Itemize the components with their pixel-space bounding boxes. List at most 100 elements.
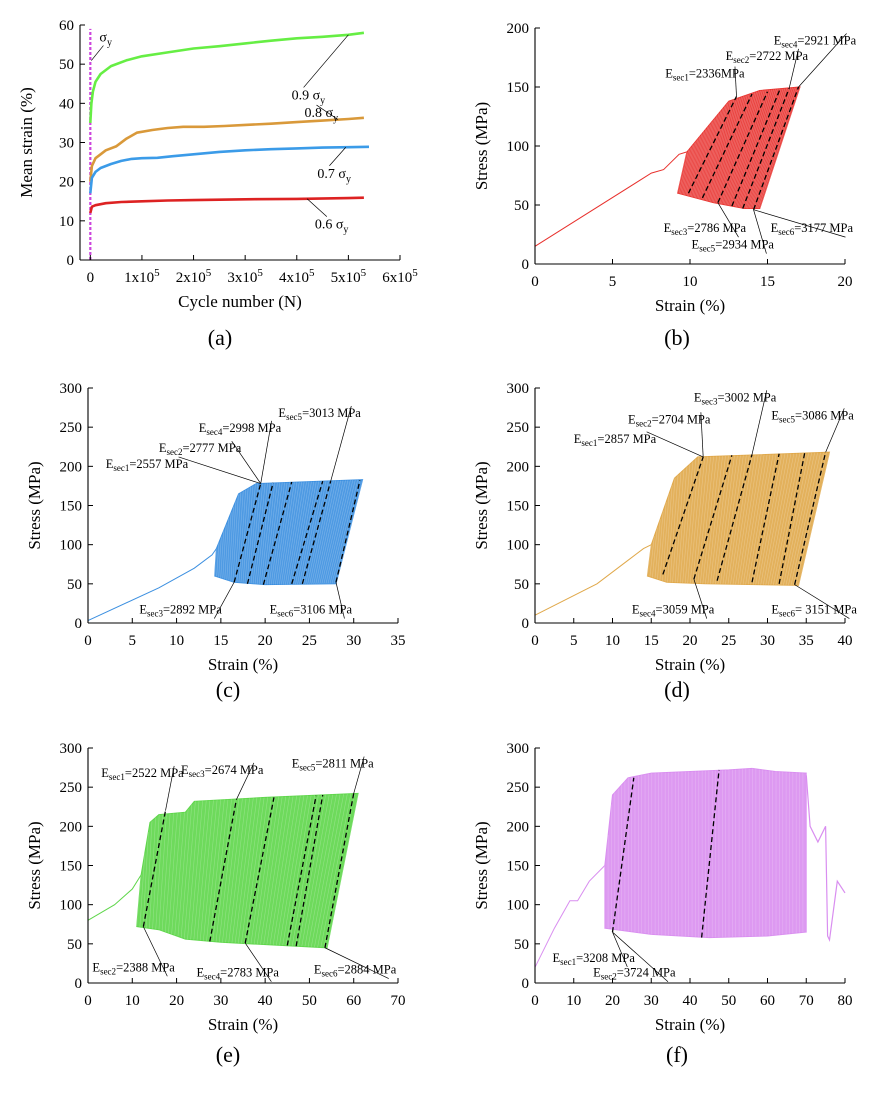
loop-line bbox=[215, 799, 232, 942]
modulus-annotation: Esec2=3724 MPa bbox=[593, 966, 676, 982]
loop-line bbox=[795, 452, 827, 586]
y-tick-label: 150 bbox=[507, 859, 530, 875]
loop-line bbox=[729, 90, 759, 206]
loop-line bbox=[680, 147, 691, 194]
y-tick-label: 200 bbox=[507, 21, 530, 37]
loop-line bbox=[678, 149, 690, 194]
loop-line bbox=[295, 481, 315, 585]
hysteresis-band bbox=[136, 792, 359, 949]
loop-line bbox=[264, 482, 278, 585]
modulus-annotation: Esec3=2892 MPa bbox=[139, 603, 222, 619]
x-tick-label: 30 bbox=[644, 993, 659, 1009]
y-tick-label: 0 bbox=[67, 253, 75, 269]
secant-modulus-line bbox=[778, 452, 806, 584]
loop-line bbox=[199, 800, 214, 941]
loop-line bbox=[751, 87, 790, 209]
loop-line bbox=[325, 480, 351, 585]
x-tick-label: 0 bbox=[531, 274, 539, 290]
loop-line bbox=[206, 799, 222, 942]
x-axis-title: Strain (%) bbox=[655, 296, 725, 315]
loop-line bbox=[714, 97, 739, 203]
loop-line bbox=[737, 89, 771, 208]
annotation-leader bbox=[788, 48, 799, 89]
x-tick-label: 1x105 bbox=[124, 267, 160, 286]
loop-line bbox=[209, 799, 225, 942]
x-tick-label: 50 bbox=[721, 993, 736, 1009]
annotation-leader bbox=[798, 33, 847, 88]
x-axis-title: Strain (%) bbox=[208, 1015, 278, 1034]
loop-line bbox=[652, 527, 658, 578]
loop-line bbox=[744, 88, 780, 209]
loading-ramp bbox=[87, 548, 217, 622]
loop-line bbox=[228, 506, 234, 581]
y-tick-label: 30 bbox=[59, 136, 74, 152]
x-tick-label: 3x105 bbox=[227, 267, 263, 286]
loop-line bbox=[236, 491, 244, 583]
x-tick-label: 70 bbox=[799, 993, 814, 1009]
series-leader bbox=[303, 34, 349, 88]
x-axis-title: Strain (%) bbox=[208, 655, 278, 674]
loop-line bbox=[272, 795, 297, 946]
series-label: 0.9 σy bbox=[292, 88, 326, 106]
loop-line bbox=[279, 795, 305, 946]
y-tick-label: 300 bbox=[60, 741, 83, 757]
loop-line bbox=[657, 510, 664, 580]
secant-modulus-line bbox=[742, 87, 790, 209]
loop-line bbox=[307, 794, 337, 947]
loop-line bbox=[164, 813, 174, 933]
loop-line bbox=[222, 798, 240, 943]
loop-line bbox=[321, 480, 346, 585]
loop-line bbox=[317, 793, 348, 948]
loop-line bbox=[214, 548, 217, 577]
x-tick-label: 25 bbox=[302, 633, 317, 649]
y-tick-label: 60 bbox=[59, 18, 74, 34]
x-tick-label: 0 bbox=[84, 993, 92, 1009]
x-tick-label: 0 bbox=[531, 993, 539, 1009]
x-tick-label: 40 bbox=[258, 993, 273, 1009]
loop-line bbox=[295, 794, 323, 947]
loop-line bbox=[672, 472, 682, 583]
y-tick-label: 50 bbox=[514, 198, 529, 214]
secant-modulus-line bbox=[717, 91, 769, 203]
y-tick-label: 0 bbox=[75, 976, 83, 992]
secant-modulus-line bbox=[701, 93, 753, 199]
x-tick-label: 15 bbox=[760, 274, 775, 290]
loop-line bbox=[158, 813, 167, 930]
loop-line bbox=[740, 454, 762, 585]
loading-ramp bbox=[87, 874, 142, 921]
modulus-annotation: Esec2=2704 MPa bbox=[628, 412, 711, 428]
loop-line bbox=[712, 455, 729, 584]
loop-line bbox=[783, 452, 812, 586]
loop-line bbox=[155, 814, 164, 930]
y-tick-label: 100 bbox=[60, 898, 83, 914]
annotation-leader bbox=[178, 456, 261, 484]
loop-line bbox=[304, 794, 334, 947]
loop-line bbox=[760, 453, 786, 585]
loop-line bbox=[298, 794, 326, 947]
y-tick-label: 100 bbox=[507, 139, 530, 155]
secant-modulus-line bbox=[687, 96, 738, 194]
loop-line bbox=[735, 454, 756, 585]
loop-line bbox=[684, 458, 697, 584]
series-line bbox=[89, 31, 365, 123]
y-tick-label: 50 bbox=[514, 577, 529, 593]
loop-line bbox=[234, 797, 254, 944]
y-tick-label: 200 bbox=[60, 459, 83, 475]
loop-line bbox=[749, 88, 788, 209]
y-tick-label: 250 bbox=[60, 420, 83, 436]
annotation-leader bbox=[612, 931, 669, 982]
loop-line bbox=[187, 800, 200, 940]
loop-line bbox=[719, 95, 746, 205]
loop-line bbox=[323, 480, 349, 585]
series-leader bbox=[306, 198, 328, 217]
loop-line bbox=[142, 832, 149, 928]
x-tick-label: 20 bbox=[683, 633, 698, 649]
loop-line bbox=[301, 794, 330, 947]
loop-line bbox=[740, 89, 774, 208]
y-tick-label: 50 bbox=[67, 577, 82, 593]
loop-line bbox=[276, 795, 301, 946]
secant-modulus-line bbox=[611, 777, 635, 933]
y-tick-label: 40 bbox=[59, 96, 74, 112]
loop-line bbox=[190, 800, 203, 940]
